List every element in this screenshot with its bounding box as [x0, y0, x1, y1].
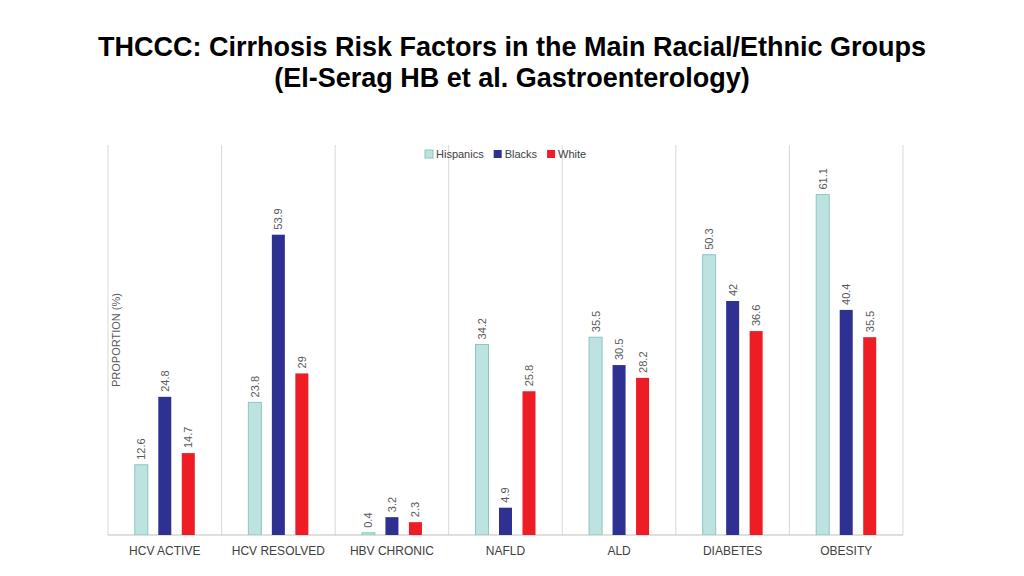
- bar: [385, 517, 398, 535]
- data-label: 23.8: [249, 376, 261, 397]
- title: THCCC: Cirrhosis Risk Factors in the Mai…: [0, 32, 1024, 63]
- data-labels: 12.6 23.8 0.4 34.2 35.5 50.3 61.1 24.8 53.9 3.2 4.…: [135, 168, 875, 528]
- data-label: 34.2: [476, 318, 488, 339]
- bar: [248, 402, 261, 535]
- data-label: 53.9: [272, 208, 284, 229]
- x-tick-label: HBV CHRONIC: [350, 544, 434, 558]
- data-label: 0.4: [362, 512, 374, 527]
- x-tick-label: HCV RESOLVED: [232, 544, 325, 558]
- legend-label: Blacks: [505, 148, 538, 160]
- bar: [750, 331, 763, 535]
- data-label: 30.5: [613, 339, 625, 360]
- bar: [589, 337, 602, 535]
- legend-swatch: [547, 150, 555, 158]
- legend-swatch: [425, 150, 433, 158]
- bar: [703, 255, 716, 535]
- category-separator: [789, 145, 790, 535]
- bars: [135, 195, 876, 535]
- chart: 12.6 23.8 0.4 34.2 35.5 50.3 61.1 24.8 53.9 3.2 4.…: [0, 0, 1024, 576]
- bar: [135, 465, 148, 535]
- bar: [523, 391, 536, 535]
- legend-label: Hispanics: [436, 148, 484, 160]
- bar: [636, 378, 649, 535]
- subtitle: (El-Serag HB et al. Gastroenterology): [0, 63, 1024, 94]
- x-tick-label: HCV ACTIVE: [129, 544, 200, 558]
- bar: [409, 522, 422, 535]
- category-separator: [448, 145, 449, 535]
- data-label: 12.6: [135, 438, 147, 459]
- data-label: 29: [296, 356, 308, 368]
- title-block: THCCC: Cirrhosis Risk Factors in the Mai…: [0, 32, 1024, 94]
- bar: [816, 195, 829, 535]
- bar: [840, 310, 853, 535]
- data-label: 36.6: [750, 305, 762, 326]
- data-label: 24.8: [159, 370, 171, 391]
- data-label: 35.5: [590, 311, 602, 332]
- category-separator: [335, 145, 336, 535]
- bar: [726, 301, 739, 535]
- category-separator: [675, 145, 676, 535]
- data-label: 42: [727, 284, 739, 296]
- data-label: 4.9: [500, 487, 512, 502]
- y-axis-label: PROPORTION (%): [110, 293, 122, 387]
- x-tick-label: DIABETES: [703, 544, 762, 558]
- legend-swatch: [494, 150, 502, 158]
- data-label: 14.7: [182, 427, 194, 448]
- category-separator: [903, 145, 904, 535]
- data-label: 28.2: [637, 351, 649, 372]
- data-label: 25.8: [523, 365, 535, 386]
- bar: [295, 373, 308, 535]
- bar: [362, 533, 375, 535]
- data-label: 3.2: [386, 497, 398, 512]
- data-label: 61.1: [817, 168, 829, 189]
- bar: [182, 453, 195, 535]
- bar: [613, 365, 626, 535]
- data-label: 40.4: [840, 283, 852, 304]
- bar: [476, 344, 489, 535]
- x-tick-label: NAFLD: [486, 544, 526, 558]
- x-tick-label: OBESITY: [820, 544, 872, 558]
- legend-label: White: [558, 148, 586, 160]
- bar: [499, 508, 512, 535]
- bar: [863, 337, 876, 535]
- category-separator: [562, 145, 563, 535]
- category-separator: [221, 145, 222, 535]
- data-label: 2.3: [409, 502, 421, 517]
- data-label: 50.3: [703, 228, 715, 249]
- bar: [272, 235, 285, 535]
- bar: [158, 397, 171, 535]
- x-tick-label: ALD: [607, 544, 631, 558]
- frame-left: [108, 145, 109, 535]
- data-label: 35.5: [864, 311, 876, 332]
